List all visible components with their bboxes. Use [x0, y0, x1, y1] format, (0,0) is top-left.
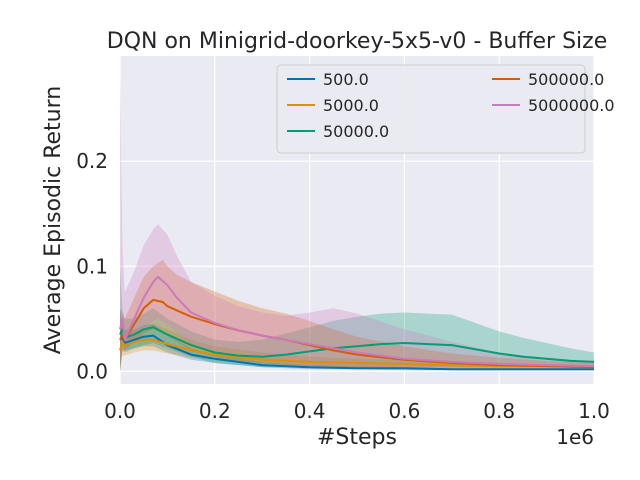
y-tick-label: 0.0: [76, 359, 108, 383]
band-50000.0: [120, 266, 594, 372]
x-axis-label: #Steps: [317, 425, 397, 450]
legend-label-5000.0: 5000.0: [323, 96, 379, 115]
x-tick-label: 0.8: [483, 399, 515, 423]
y-tick-labels: 0.0 0.1 0.2: [76, 149, 108, 383]
legend-box: [276, 64, 586, 154]
legend-label-5000000.0: 5000000.0: [528, 96, 615, 115]
band-500000.0: [120, 259, 594, 372]
y-axis-label: Average Episodic Return: [41, 86, 66, 354]
chart-title: DQN on Minigrid-doorkey-5x5-v0 - Buffer …: [107, 29, 608, 54]
y-tick-label: 0.2: [76, 149, 108, 173]
confidence-bands: [120, 77, 594, 372]
y-tick-label: 0.1: [76, 254, 108, 278]
x-offset-label: 1e6: [556, 425, 594, 449]
legend-label-500000.0: 500000.0: [528, 70, 604, 89]
series-line-500.0: [119, 334, 594, 371]
legend-label-50000.0: 50000.0: [323, 122, 389, 141]
x-tick-label: 0.6: [388, 399, 420, 423]
series-lines: [119, 275, 595, 371]
series-line-50000.0: [119, 326, 595, 363]
series-line-5000.0: [119, 338, 595, 369]
x-tick-label: 0.0: [104, 399, 136, 423]
x-tick-label: 0.2: [199, 399, 231, 423]
series-line-5000000.0: [119, 275, 595, 368]
band-5000.0: [120, 318, 594, 372]
x-tick-label: 0.4: [294, 399, 326, 423]
legend-label-500.0: 500.0: [323, 70, 369, 89]
x-tick-labels: 0.0 0.2 0.4 0.6 0.8 1.0: [104, 399, 610, 423]
legend: 500.0 5000.0 50000.0 500000.0 5000000.0: [276, 64, 615, 154]
x-tick-label: 1.0: [578, 399, 610, 423]
